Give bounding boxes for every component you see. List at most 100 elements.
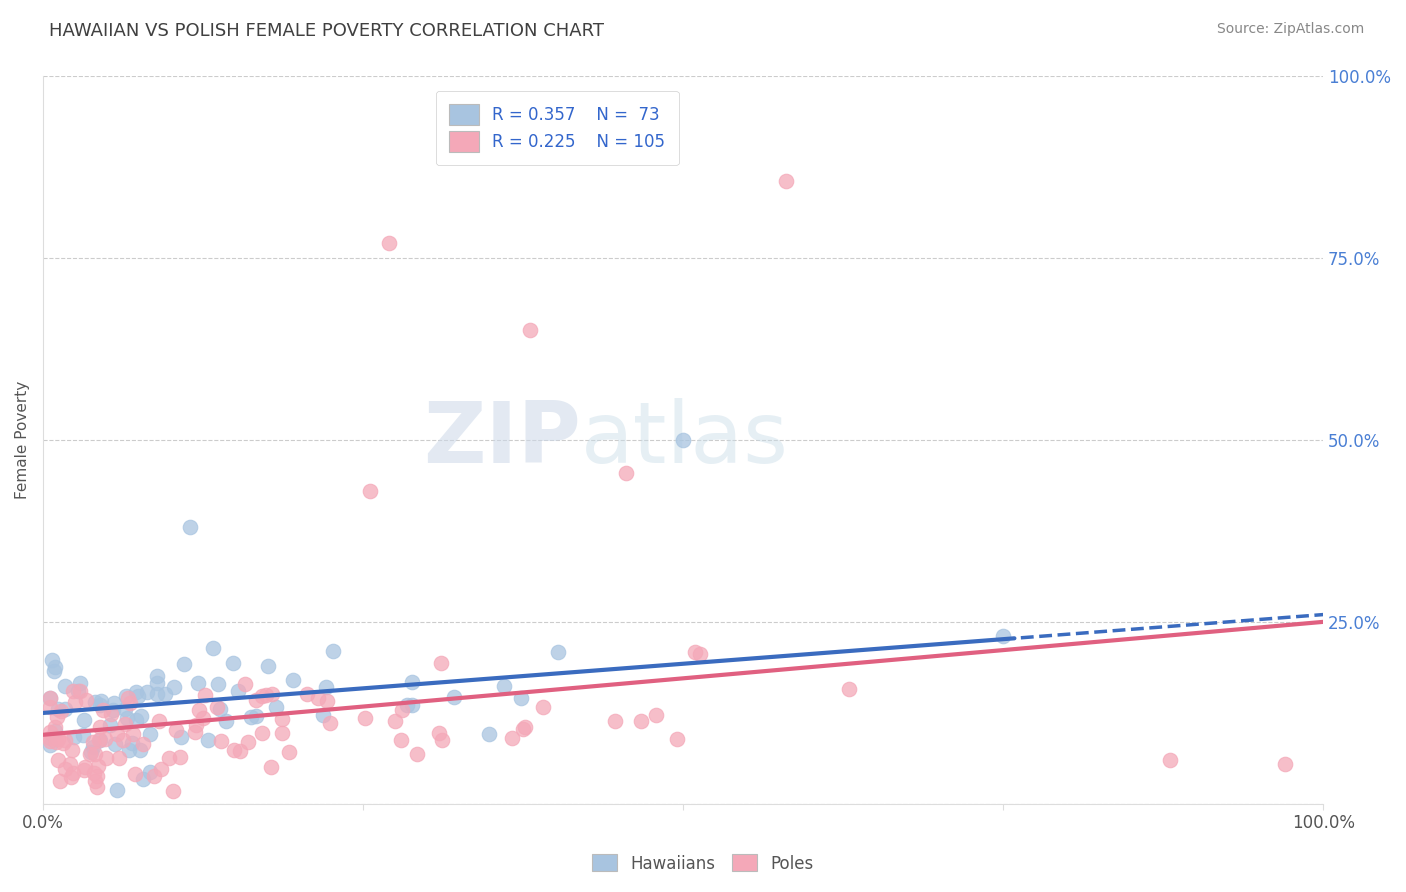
Point [114,690,136,704]
Point [73,760,96,774]
Point [44,723,66,738]
Point [73,764,96,778]
Point [79,747,101,761]
Point [492,679,515,693]
Point [89,732,111,747]
Point [283,673,305,687]
Point [48,774,70,789]
Point [89,732,111,747]
Point [53,733,76,747]
Point [215,714,238,728]
Point [191,711,214,725]
Point [531,700,554,714]
Point [378,235,401,250]
Point [254,688,277,702]
Point [94,731,117,746]
Point [117,711,139,725]
Point [510,690,533,705]
Point [121,727,143,741]
Point [72,728,94,742]
Point [53,702,76,716]
Point [630,714,652,729]
Point [197,732,219,747]
Point [67,683,90,698]
Text: HAWAIIAN VS POLISH FEMALE POVERTY CORRELATION CHART: HAWAIIAN VS POLISH FEMALE POVERTY CORREL… [49,22,605,40]
Point [60,743,83,757]
Point [229,744,252,758]
Point [157,750,180,764]
Point [208,702,231,716]
Point [89,698,111,713]
Point [132,772,155,786]
Point [103,696,125,710]
Point [205,700,228,714]
Point [250,690,273,704]
Point [162,784,184,798]
Point [129,743,152,757]
Point [84,695,107,709]
Point [239,709,262,723]
Point [443,690,465,704]
Point [114,702,136,716]
Legend: R = 0.357    N =  73, R = 0.225    N = 105: R = 0.357 N = 73, R = 0.225 N = 105 [436,91,679,165]
Point [132,737,155,751]
Point [90,694,112,708]
Text: Source: ZipAtlas.com: Source: ZipAtlas.com [1216,22,1364,37]
Point [138,764,160,779]
Point [38,733,60,747]
Point [401,674,423,689]
Point [184,718,207,732]
Point [316,694,339,708]
Point [257,659,280,673]
Point [86,780,108,794]
Point [62,730,84,744]
Point [135,685,157,699]
Point [117,691,139,706]
Point [165,723,187,737]
Point [278,745,301,759]
Point [114,716,136,731]
Point [501,731,523,746]
Point [389,732,412,747]
Point [125,713,148,727]
Point [312,708,335,723]
Point [45,710,67,724]
Point [45,735,67,749]
Point [53,679,76,693]
Point [672,433,695,447]
Point [73,713,96,727]
Point [139,727,162,741]
Point [121,736,143,750]
Point [384,714,406,729]
Point [405,747,427,761]
Point [46,753,69,767]
Point [513,720,536,734]
Point [117,743,139,757]
Point [84,773,107,788]
Point [307,690,329,705]
Point [101,702,124,716]
Point [44,720,66,734]
Point [163,680,186,694]
Point [82,740,104,755]
Point [86,769,108,783]
Point [39,700,62,714]
Point [1159,753,1181,767]
Point [155,687,177,701]
Point [86,759,108,773]
Point [149,762,172,776]
Point [228,684,250,698]
Point [146,676,169,690]
Point [69,683,91,698]
Point [401,698,423,713]
Point [38,731,60,745]
Text: atlas: atlas [581,398,789,482]
Point [38,724,60,739]
Point [38,738,60,752]
Point [75,693,97,707]
Point [991,629,1014,643]
Point [427,726,450,740]
Y-axis label: Female Poverty: Female Poverty [15,381,30,499]
Point [207,677,229,691]
Point [319,715,342,730]
